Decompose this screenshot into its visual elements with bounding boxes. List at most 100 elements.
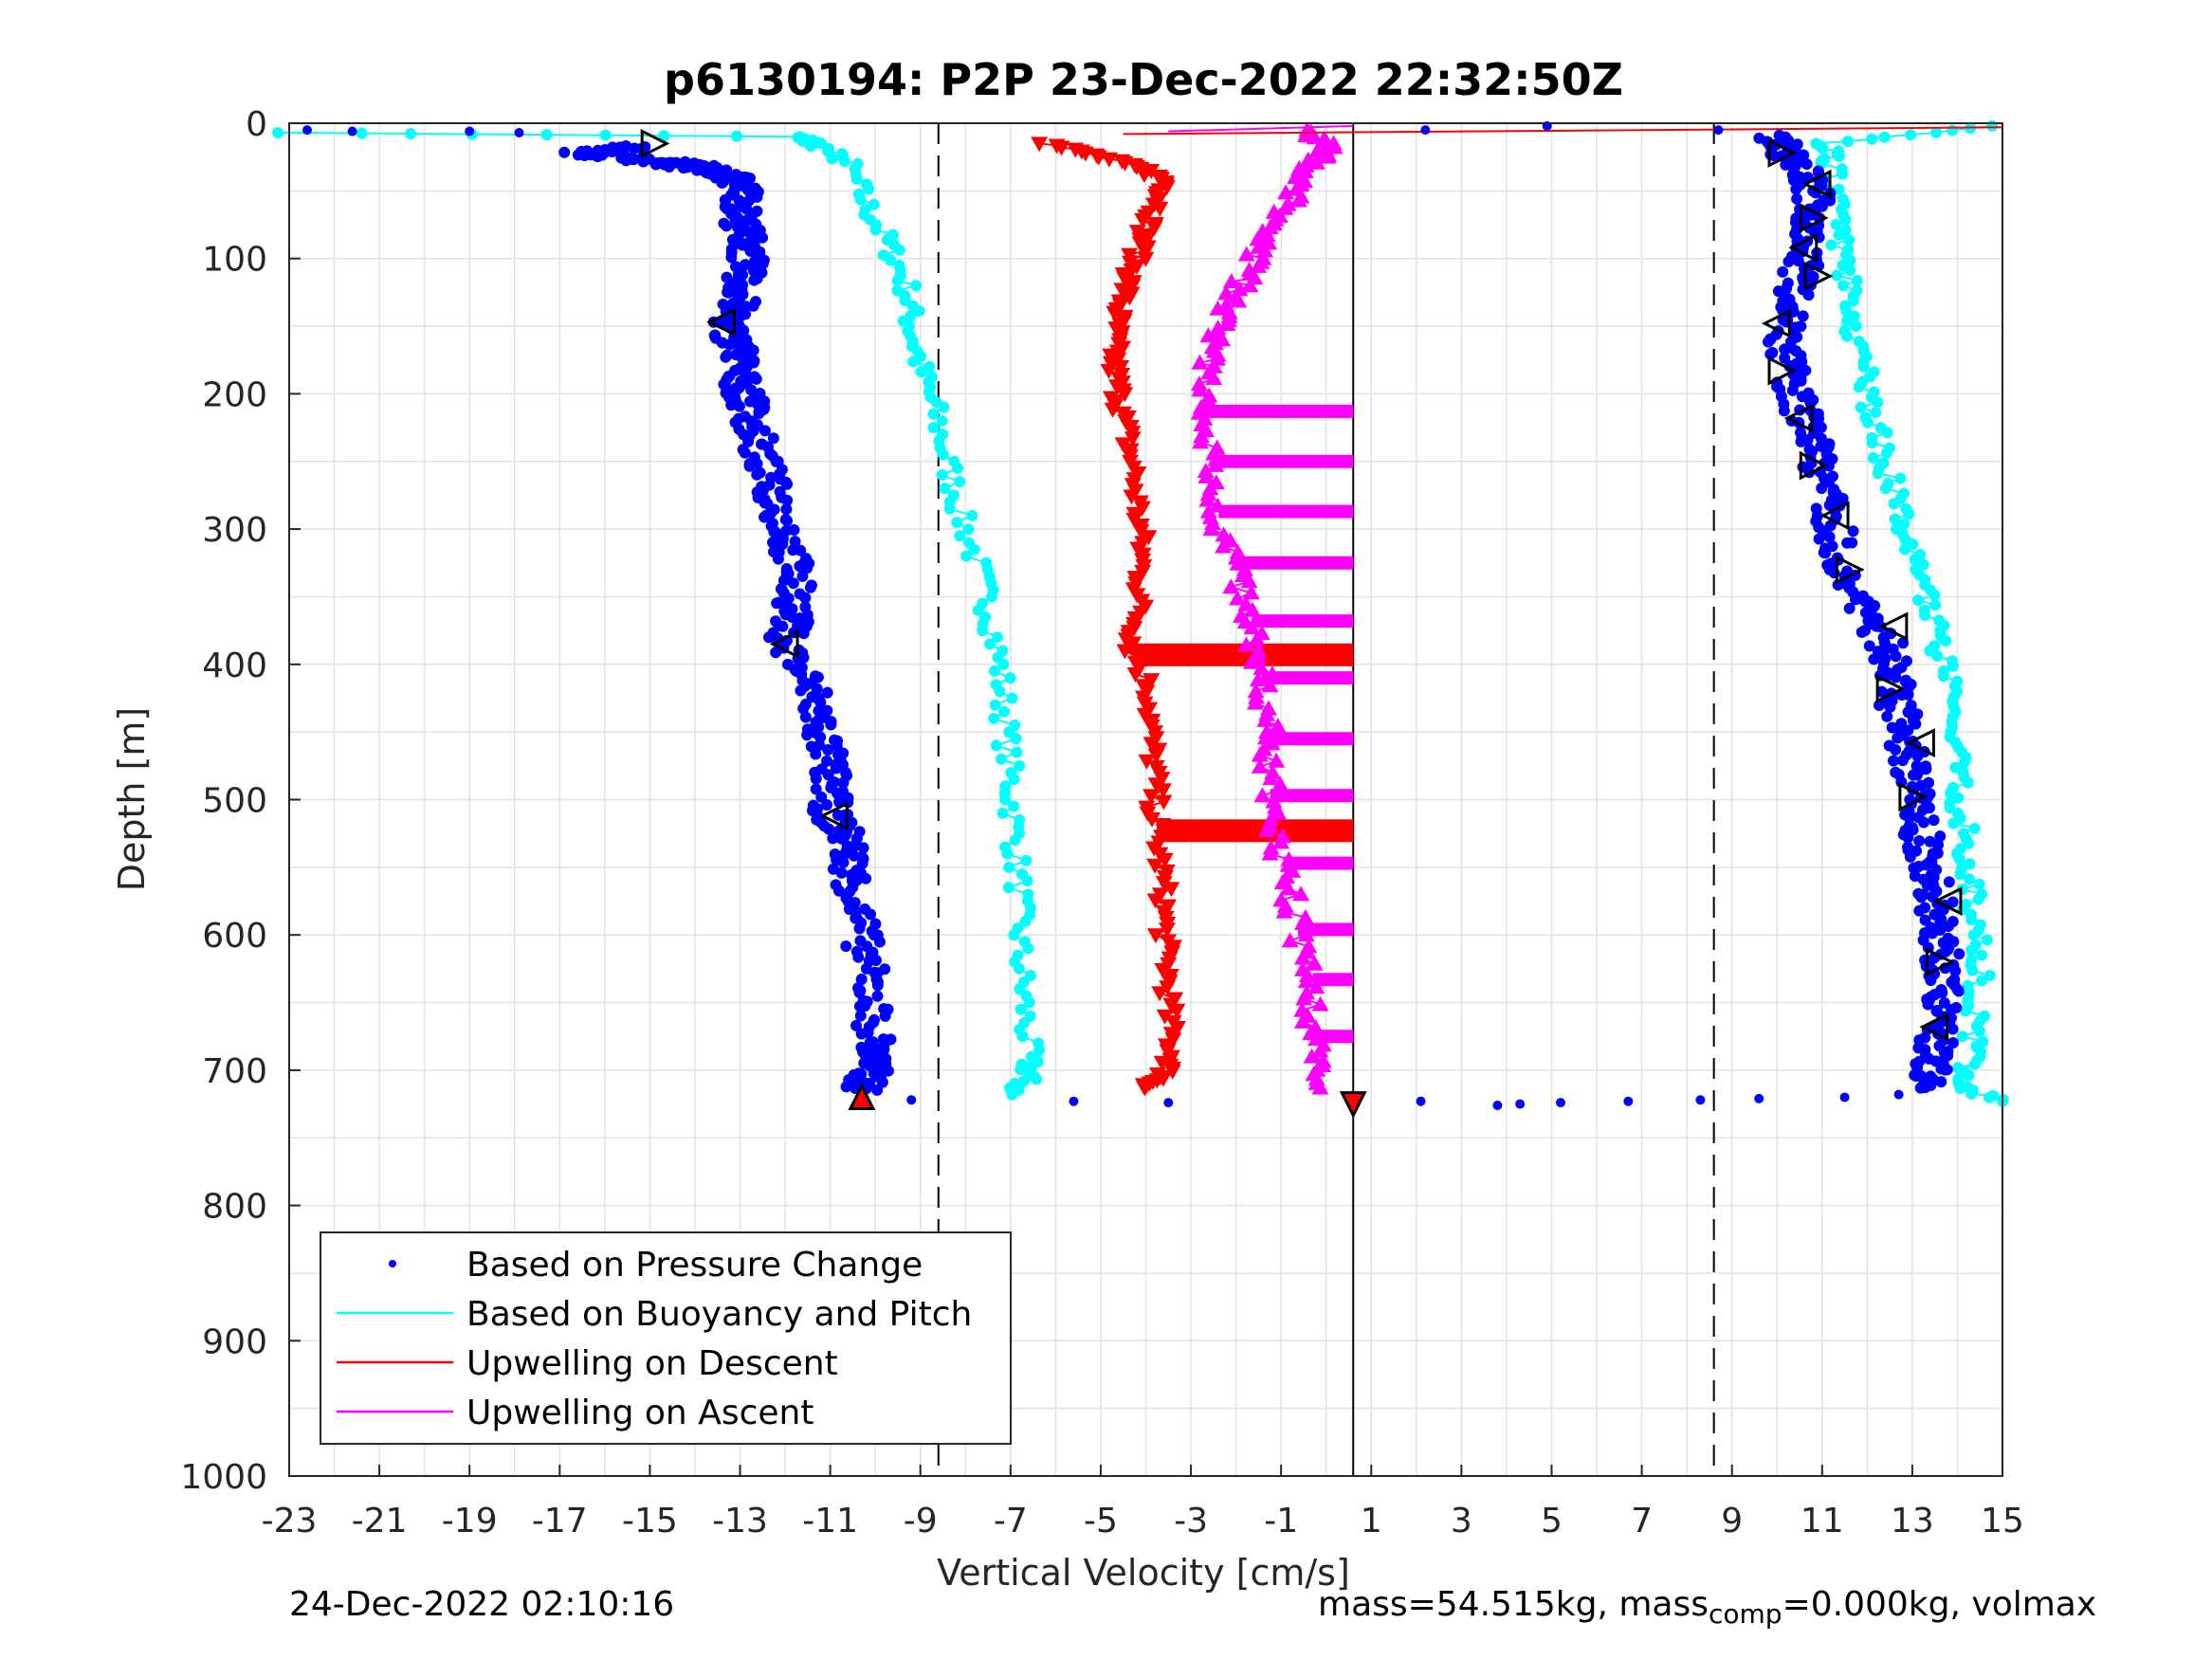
red-triangle-point — [1104, 402, 1122, 418]
cyan-point — [954, 476, 966, 488]
blue-point — [1920, 760, 1932, 773]
magenta-triangle-point — [1249, 230, 1267, 246]
blue-point — [1807, 270, 1819, 283]
red-triangle-point — [1108, 344, 1126, 360]
y-tick-label: 600 — [202, 917, 267, 956]
magenta-triangle-point — [1237, 636, 1255, 652]
blue-point — [1908, 769, 1920, 781]
end-triangle-marker — [1339, 1091, 1367, 1119]
magenta-triangle-point — [1307, 978, 1325, 994]
blue-point — [799, 592, 812, 604]
red-triangle-point — [1154, 962, 1172, 978]
blue-point — [1416, 1096, 1426, 1106]
cyan-point — [891, 274, 904, 286]
red-triangle-point — [1136, 244, 1154, 260]
legend-label: Upwelling on Ascent — [466, 1394, 814, 1432]
magenta-triangle-point — [1306, 955, 1324, 971]
blue-point — [1777, 265, 1789, 278]
x-tick-label: -5 — [1084, 1502, 1118, 1540]
x-tick-label: -15 — [622, 1502, 678, 1540]
blue-point — [1919, 902, 1931, 914]
cyan-point — [1917, 558, 1929, 571]
magenta-triangle-point — [1281, 932, 1299, 948]
cyan-point — [1968, 822, 1981, 834]
blue-point — [1912, 861, 1925, 873]
blue-point — [1846, 537, 1858, 549]
cyan-point — [1965, 908, 1978, 921]
blue-point — [1910, 845, 1923, 857]
blue-point — [1903, 819, 1915, 831]
profile-triangle-marker — [1878, 611, 1909, 642]
magenta-band — [1200, 404, 1354, 418]
magenta-triangle-point — [1222, 578, 1240, 594]
blue-point — [1947, 896, 1959, 908]
magenta-triangle-point — [1279, 195, 1297, 211]
blue-point — [1887, 755, 1899, 767]
blue-point — [840, 940, 852, 953]
magenta-triangle-point — [1197, 462, 1215, 478]
magenta-triangle-point — [1205, 357, 1223, 374]
cyan-point — [999, 793, 1012, 806]
cyan-point — [936, 469, 948, 482]
cyan-point — [913, 304, 925, 317]
red-band — [1157, 819, 1354, 843]
blue-point — [810, 748, 822, 760]
blue-point — [830, 762, 842, 775]
red-triangle-point — [1106, 305, 1124, 321]
x-tick-label: 15 — [1981, 1502, 2024, 1540]
blue-point — [1847, 525, 1859, 538]
cyan-point — [968, 543, 980, 556]
red-triangle-point — [1114, 437, 1132, 453]
blue-point — [1917, 888, 1929, 901]
blue-point — [772, 553, 784, 565]
cyan-point — [1867, 452, 1879, 465]
blue-point — [871, 975, 884, 988]
cyan-point — [1014, 759, 1026, 772]
blue-point — [347, 126, 357, 137]
cyan-point — [1833, 145, 1845, 157]
blue-point — [751, 272, 763, 284]
red-triangle-point — [1158, 922, 1176, 939]
blue-point — [1942, 932, 1954, 944]
blue-point — [759, 425, 771, 437]
y-axis-ticks: 0 100 200 300 400 500 600 700 800 900 1000 — [180, 105, 301, 1497]
profile-triangle-marker — [1761, 308, 1791, 338]
cyan-point — [1965, 954, 1978, 966]
red-triangle-point — [1131, 236, 1149, 252]
blue-point — [852, 951, 865, 963]
profile-triangle-marker — [1835, 555, 1865, 585]
x-tick-label: -23 — [262, 1502, 318, 1540]
cyan-point — [1002, 882, 1015, 894]
cyan-point — [1006, 692, 1018, 704]
magenta-line — [1197, 129, 1338, 1089]
magenta-triangle-point — [1222, 273, 1240, 289]
profile-triangle-marker — [1799, 203, 1829, 233]
cyan-point — [1836, 163, 1848, 175]
cyan-point — [1944, 797, 1956, 810]
cyan-point — [1956, 1030, 1968, 1043]
magenta-band — [1210, 454, 1354, 468]
blue-point — [789, 536, 801, 548]
blue-point — [1913, 835, 1926, 848]
cyan-point — [1914, 548, 1927, 560]
blue-point — [788, 524, 800, 537]
cyan-point — [952, 462, 964, 474]
blue-point — [810, 773, 822, 785]
cyan-point — [927, 422, 940, 434]
cyan-point — [854, 193, 867, 206]
red-line — [1039, 142, 1179, 1089]
cyan-point — [868, 198, 880, 210]
magenta-band — [1270, 789, 1354, 803]
magenta-band — [1283, 856, 1354, 870]
magenta-triangle-point — [1237, 246, 1255, 262]
magenta-band — [1267, 732, 1354, 746]
magenta-triangle-point — [1296, 908, 1314, 924]
cyan-point — [1866, 431, 1878, 444]
x-tick-label: -17 — [532, 1502, 588, 1540]
blue-point — [721, 220, 733, 232]
cyan-point — [1015, 1003, 1027, 1015]
blue-point — [770, 455, 782, 467]
blue-point — [1492, 1101, 1503, 1111]
cyan-point — [1961, 1081, 1973, 1093]
red-triangle-point — [1133, 501, 1151, 517]
